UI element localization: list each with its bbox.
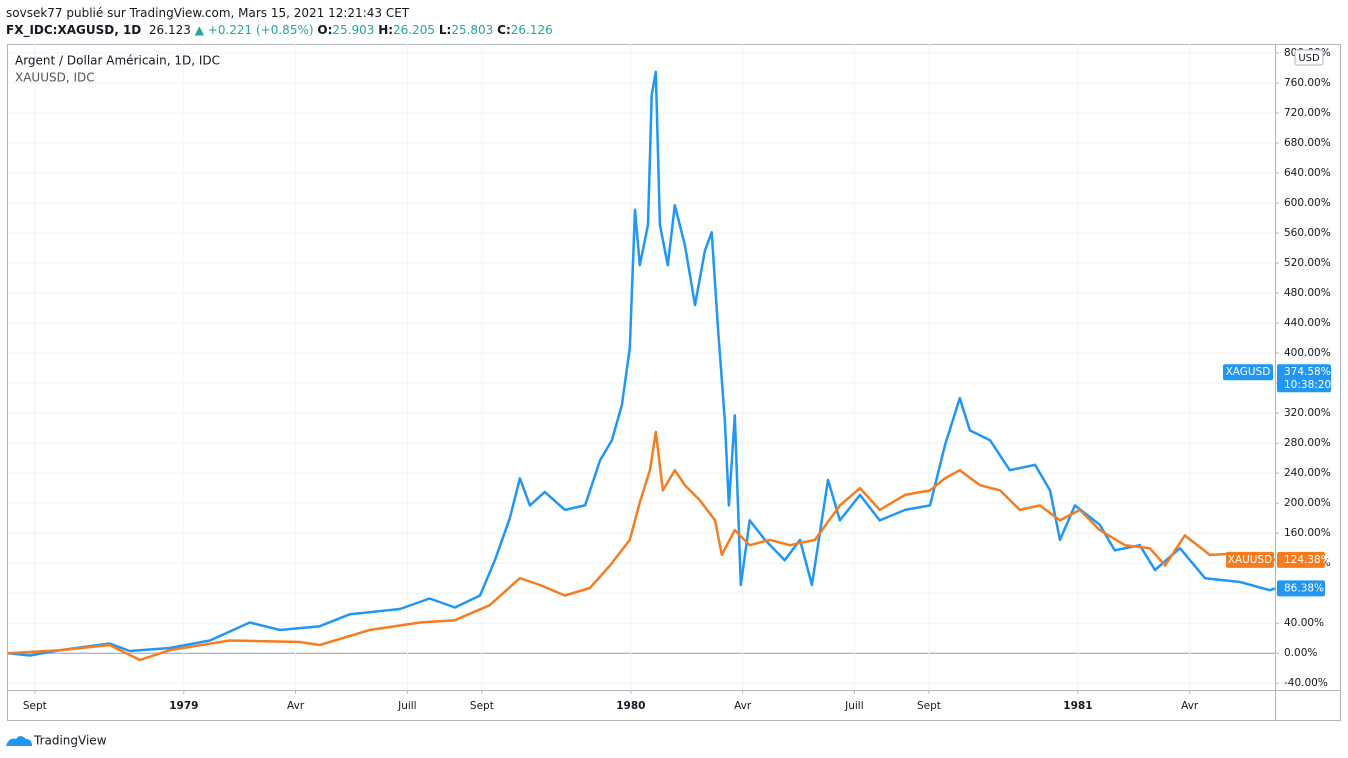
last-value-label: 86.38% bbox=[1284, 582, 1324, 594]
author-line: sovsek77 publié sur TradingView.com, Mar… bbox=[6, 6, 410, 20]
x-tick-label: Juill bbox=[397, 700, 417, 712]
price: 26.123 bbox=[148, 23, 191, 37]
quote-line: FX_IDC:XAGUSD, 1D 26.123 ▲ +0.221 (+0.85… bbox=[6, 22, 553, 39]
header: sovsek77 publié sur TradingView.com, Mar… bbox=[6, 5, 553, 39]
symbol: FX_IDC:XAGUSD, 1D bbox=[6, 23, 142, 37]
x-tick-label: Juill bbox=[844, 700, 864, 712]
price-tag-badge bbox=[1277, 364, 1331, 393]
legend-main: Argent / Dollar Américain, 1D, IDC bbox=[15, 54, 220, 68]
plot bbox=[7, 70, 1276, 662]
currency-box bbox=[1294, 49, 1324, 66]
x-tick-label: Sept bbox=[23, 700, 47, 712]
y-tick-label: 200.00% bbox=[1284, 497, 1331, 509]
y-tick-label: -40.00% bbox=[1284, 677, 1328, 689]
y-tick-label: 240.00% bbox=[1284, 467, 1331, 479]
y-tick-label: 0.00% bbox=[1284, 647, 1317, 659]
last-value-badge bbox=[1277, 551, 1325, 568]
chart-frame bbox=[7, 44, 1341, 721]
ohlc-label: C: bbox=[497, 23, 511, 37]
y-tick-label: 720.00% bbox=[1284, 107, 1331, 119]
ohlc-value: 26.126 bbox=[510, 23, 553, 37]
y-tick-label: 680.00% bbox=[1284, 137, 1331, 149]
price-tag-name: XAGUSD bbox=[1226, 366, 1271, 378]
x-tick-label: 1979 bbox=[169, 700, 198, 712]
x-tick-label: 1980 bbox=[616, 700, 645, 712]
currency: USD bbox=[1298, 53, 1320, 64]
y-tick-label: 160.00% bbox=[1284, 527, 1331, 539]
price-tag-label: 374.58% bbox=[1284, 366, 1331, 378]
grid bbox=[8, 44, 1275, 690]
x-tick-label: Sept bbox=[917, 700, 941, 712]
x-tick-label: Sept bbox=[470, 700, 494, 712]
price-tag-time: 10:38:20 bbox=[1284, 379, 1331, 391]
last-value-badge bbox=[1277, 580, 1325, 597]
y-tick-label: 560.00% bbox=[1284, 227, 1331, 239]
y-tick-label: 600.00% bbox=[1284, 197, 1331, 209]
y-tick-label: 520.00% bbox=[1284, 257, 1331, 269]
x-tick-label: 1981 bbox=[1063, 700, 1092, 712]
x-tick-label: Avr bbox=[734, 700, 752, 712]
y-tick-label: 640.00% bbox=[1284, 167, 1331, 179]
ohlc-value: 26.205 bbox=[393, 23, 436, 37]
x-tick-label: Avr bbox=[287, 700, 305, 712]
y-tick-label: 280.00% bbox=[1284, 437, 1331, 449]
price-tag-name-badge bbox=[1223, 364, 1273, 381]
last-value-label: 124.38% bbox=[1284, 554, 1331, 566]
series-line bbox=[7, 430, 1276, 662]
brand-name: TradingView bbox=[33, 734, 107, 748]
change: ▲ +0.221 (+0.85%) bbox=[194, 23, 314, 37]
y-tick-label: 760.00% bbox=[1284, 77, 1331, 89]
ohlc-label: H: bbox=[378, 23, 394, 37]
ohlc-label: L: bbox=[438, 23, 452, 37]
x-tick-label: Avr bbox=[1181, 700, 1199, 712]
ohlc-value: 25.803 bbox=[451, 23, 494, 37]
y-tick-label: 40.00% bbox=[1284, 617, 1324, 629]
y-tick-label: 440.00% bbox=[1284, 317, 1331, 329]
y-tick-label: 400.00% bbox=[1284, 347, 1331, 359]
ohlc-label: O: bbox=[317, 23, 333, 37]
ohlc-value: 25.903 bbox=[332, 23, 375, 37]
series-name-badge bbox=[1226, 551, 1274, 568]
brand-logo bbox=[6, 736, 32, 746]
series-name: XAUUSD bbox=[1228, 554, 1273, 566]
brand: TradingView bbox=[6, 734, 107, 748]
y-tick-label: 320.00% bbox=[1284, 407, 1331, 419]
series-line bbox=[7, 70, 1276, 657]
axes: -40.00%0.00%40.00%80.00%120.00%160.00%20… bbox=[23, 47, 1331, 712]
legend-compare: XAUUSD, IDC bbox=[15, 71, 95, 85]
y-tick-label: 480.00% bbox=[1284, 287, 1331, 299]
